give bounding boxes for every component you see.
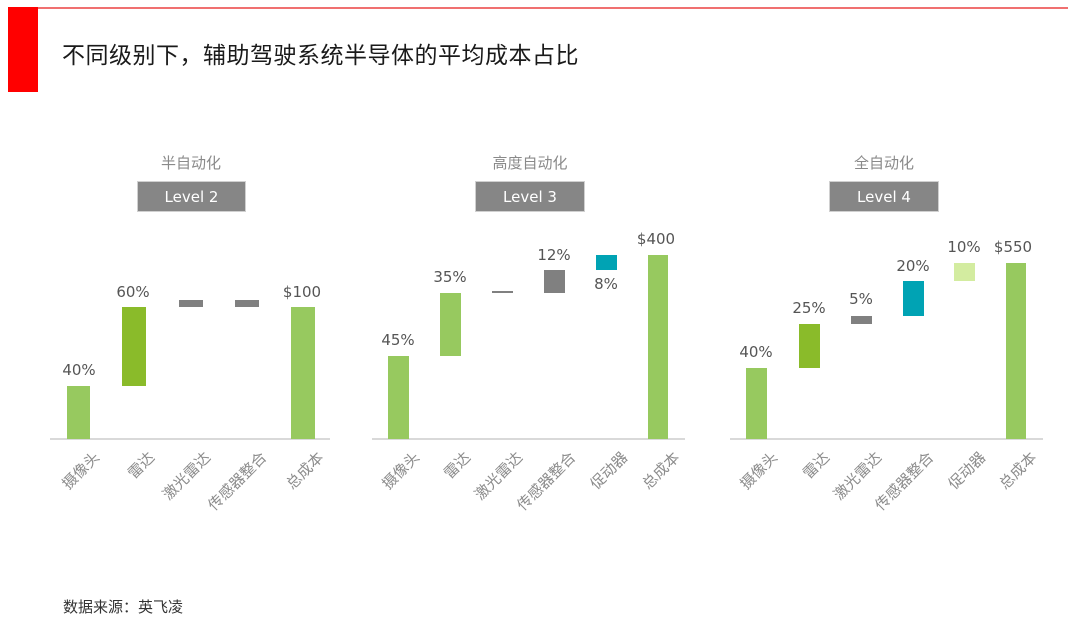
bar-total-cost (291, 307, 315, 439)
bar-total-cost (648, 255, 668, 439)
category-label: 总成本 (638, 448, 684, 493)
bar-value-label: 25% (792, 299, 826, 317)
category-label: 摄像头 (378, 448, 424, 493)
bar-camera (67, 386, 90, 439)
bar-value-label: 35% (433, 268, 467, 286)
level-badge: Level 3 (475, 181, 585, 212)
data-source-note: 数据来源：英飞凌 (63, 598, 184, 616)
x-axis (730, 438, 1043, 440)
bar-value-label: 45% (381, 331, 415, 349)
bar-radar (122, 307, 146, 386)
category-label: 总成本 (282, 448, 328, 493)
page-title: 不同级别下，辅助驾驶系统半导体的平均成本占比 (62, 43, 579, 69)
bar-value-label: 8% (594, 275, 618, 293)
header-rule (38, 7, 1068, 9)
level-badge: Level 4 (829, 181, 939, 212)
bar-sensor-fusion (235, 300, 259, 307)
bar-camera (388, 356, 409, 439)
category-label: 雷达 (124, 448, 159, 483)
bar-actuator (596, 255, 617, 270)
x-axis (372, 438, 685, 440)
category-label: 雷达 (440, 448, 475, 483)
bar-value-label: 10% (947, 238, 981, 256)
bar-radar (799, 324, 820, 368)
bar-value-label: 5% (849, 290, 873, 308)
bar-camera (746, 368, 767, 439)
category-label: 雷达 (799, 448, 834, 483)
bar-lidar (851, 316, 872, 324)
bar-value-label: $550 (993, 238, 1033, 256)
bar-value-label: 20% (896, 257, 930, 275)
level-badge: Level 2 (137, 181, 246, 212)
panel-subtitle: 全自动化 (853, 154, 915, 172)
bar-sensor-fusion (544, 270, 565, 293)
category-label: 摄像头 (736, 448, 782, 493)
bar-total-cost (1006, 263, 1026, 439)
bar-value-label: 12% (537, 246, 571, 264)
bar-value-label: $100 (282, 283, 322, 301)
bar-value-label: $400 (636, 230, 676, 248)
category-label: 总成本 (995, 448, 1041, 493)
bar-value-label: 40% (739, 343, 773, 361)
bar-value-label: 60% (116, 283, 150, 301)
bar-actuator (954, 263, 975, 281)
category-label: 摄像头 (58, 448, 104, 493)
bar-lidar (492, 291, 513, 293)
panel-subtitle: 高度自动化 (492, 154, 568, 172)
bar-lidar (179, 300, 203, 307)
category-label: 传感器整合 (204, 448, 271, 515)
category-label: 促动器 (586, 448, 632, 493)
category-label: 促动器 (944, 448, 990, 493)
bar-radar (440, 293, 461, 356)
x-axis (50, 438, 330, 440)
panel-subtitle: 半自动化 (160, 154, 222, 172)
bar-value-label: 40% (62, 361, 96, 379)
title-accent-block (8, 7, 38, 92)
bar-sensor-fusion (903, 281, 924, 316)
